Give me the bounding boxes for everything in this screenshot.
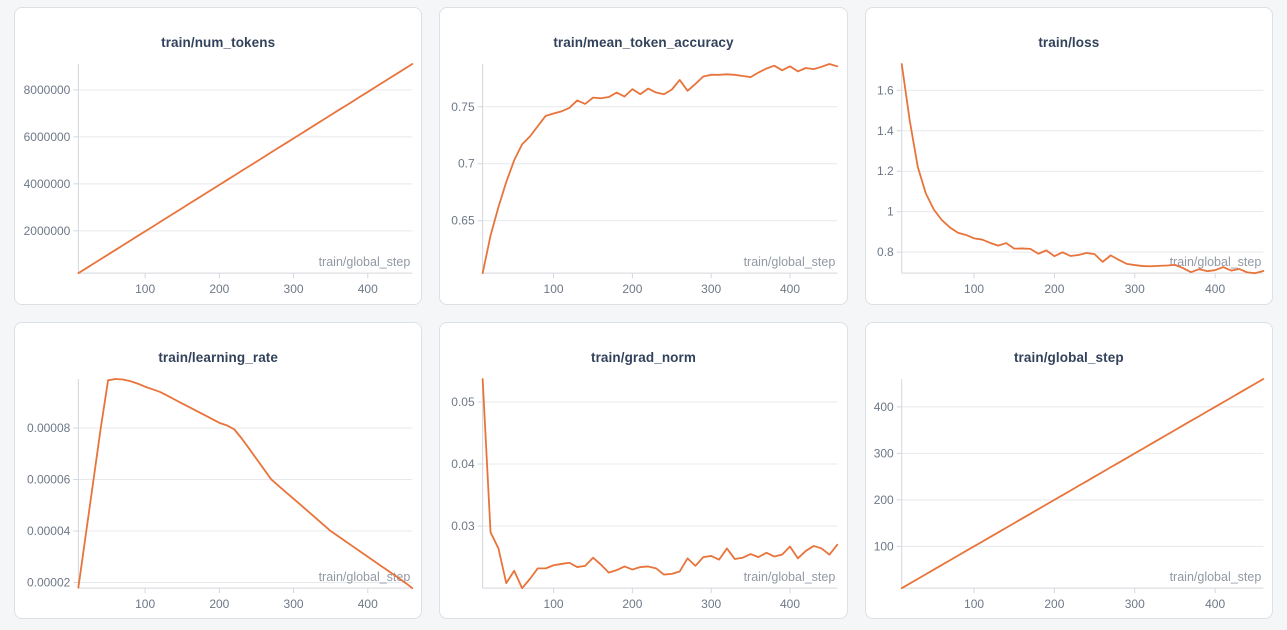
x-tick-label: 200 [1044,282,1064,296]
chart-title: train/global_step [1013,349,1124,365]
chart-plot[interactable]: 2000000 4000000 6000000 8000000 100 200 300 400… [15,55,421,304]
chart-title: train/learning_rate [158,349,279,365]
series-line [77,63,414,275]
chart-panel-global-step[interactable]: train/global_step 100 200 300 400 100 200 300 4… [864,321,1273,619]
y-tick-label: 0.04 [452,457,476,471]
series-line [77,377,414,589]
x-tick-label: 400 [358,597,378,611]
series-line [900,63,1264,275]
y-tick-label: 2000000 [24,224,71,238]
y-tick-label: 0.05 [452,394,476,408]
chart-title: train/grad_norm [590,349,696,365]
series-line [482,377,839,589]
y-tick-label: 4000000 [24,177,71,191]
x-tick-label: 100 [544,282,564,296]
x-tick-label: 200 [623,597,643,611]
y-tick-label: 0.75 [452,100,476,114]
x-tick-label: 100 [135,597,155,611]
x-axis-label: train/global_step [319,570,411,584]
y-tick-label: 0.00002 [27,575,71,589]
x-tick-label: 300 [284,282,304,296]
x-tick-label: 300 [702,282,722,296]
chart-title: train/loss [1038,35,1100,50]
y-tick-label: 100 [873,539,893,553]
series-line [482,63,839,275]
chart-plot[interactable]: 0.00002 0.00004 0.00006 0.00008 100 200 300 400… [15,370,421,619]
chart-panel-mean-token-accuracy[interactable]: train/mean_token_accuracy 0.65 0.7 0.75 100… [439,7,848,305]
x-tick-label: 200 [623,282,643,296]
x-tick-label: 400 [358,282,378,296]
chart-plot[interactable]: 0.03 0.04 0.05 100 200 300 400 train/global_ste… [440,370,846,619]
y-tick-label: 1 [887,205,894,219]
series-line [900,377,1264,589]
x-tick-label: 100 [964,597,984,611]
y-tick-label: 0.65 [452,214,476,228]
y-tick-label: 1.2 [877,164,894,178]
x-tick-label: 300 [702,597,722,611]
chart-title: train/num_tokens [161,35,276,50]
y-tick-label: 0.8 [877,245,894,259]
y-tick-label: 400 [873,399,893,413]
x-tick-label: 400 [1205,282,1225,296]
x-tick-label: 100 [964,282,984,296]
x-tick-label: 300 [1124,282,1144,296]
x-axis-label: train/global_step [744,570,836,584]
chart-plot[interactable]: 0.8 1 1.2 1.4 1.6 100 200 300 400 train/global_st… [866,55,1272,304]
x-tick-label: 200 [1044,597,1064,611]
chart-panel-num-tokens[interactable]: train/num_tokens 2000000 4000000 6000000 80… [14,7,423,305]
y-tick-label: 0.7 [458,157,475,171]
x-tick-label: 100 [135,282,155,296]
y-tick-label: 200 [873,492,893,506]
chart-plot[interactable]: 0.65 0.7 0.75 100 200 300 400 train/global_step [440,55,846,304]
y-tick-label: 8000000 [24,83,71,97]
y-tick-label: 300 [873,446,893,460]
x-axis-label: train/global_step [1169,570,1261,584]
y-tick-label: 6000000 [24,130,71,144]
chart-panel-learning-rate[interactable]: train/learning_rate 0.00002 0.00004 0.0000… [14,321,423,619]
x-tick-label: 200 [209,597,229,611]
x-tick-label: 400 [1205,597,1225,611]
chart-panel-grad-norm[interactable]: train/grad_norm 0.03 0.04 0.05 100 200 300 400… [439,321,848,619]
x-tick-label: 400 [780,597,800,611]
x-tick-label: 300 [284,597,304,611]
x-tick-label: 100 [544,597,564,611]
x-tick-label: 200 [209,282,229,296]
y-tick-label: 0.00008 [27,420,71,434]
y-tick-label: 1.6 [877,83,894,97]
x-axis-label: train/global_step [1169,255,1261,269]
y-tick-label: 1.4 [877,124,894,138]
y-tick-label: 0.00006 [27,472,71,486]
x-tick-label: 400 [780,282,800,296]
y-tick-label: 0.03 [452,519,476,533]
y-tick-label: 0.00004 [27,523,71,537]
x-tick-label: 300 [1124,597,1144,611]
x-axis-label: train/global_step [744,255,836,269]
chart-plot[interactable]: 100 200 300 400 100 200 300 400 train/global_ste… [866,370,1272,619]
x-axis-label: train/global_step [319,255,411,269]
chart-panel-loss[interactable]: train/loss 0.8 1 1.2 1.4 1.6 100 200 300 400 trai… [864,7,1273,305]
chart-title: train/mean_token_accuracy [553,35,734,50]
